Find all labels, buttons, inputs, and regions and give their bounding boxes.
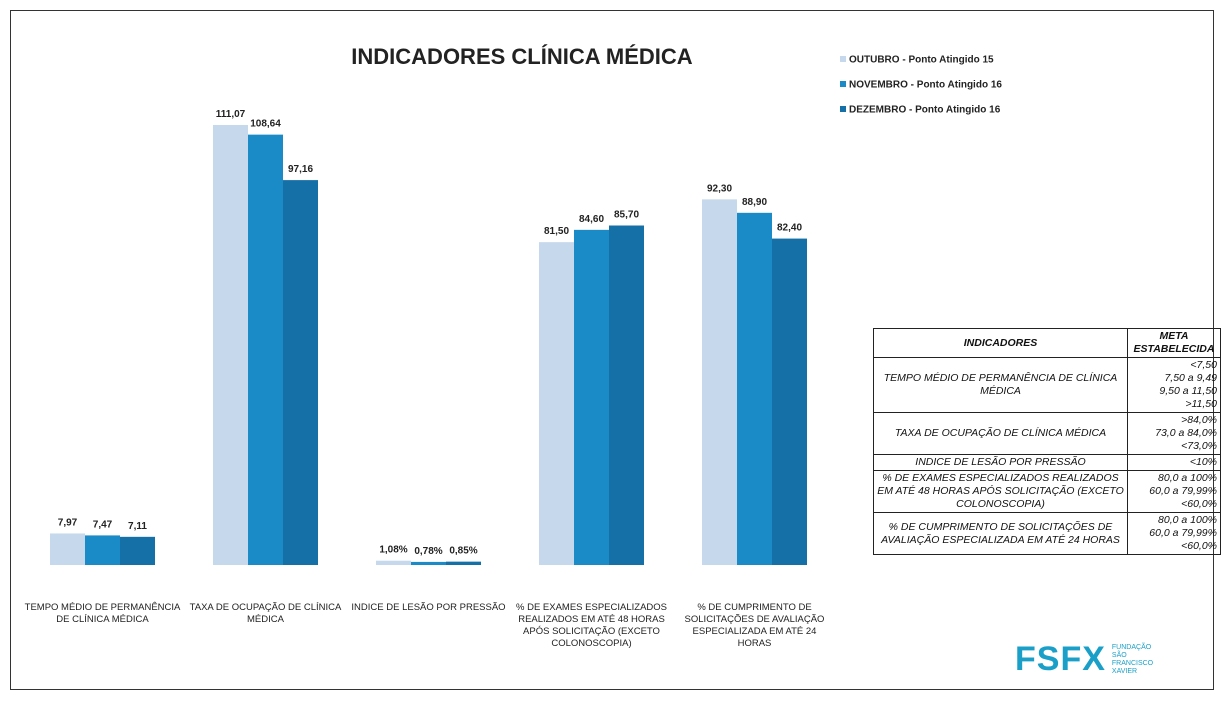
- bar: [376, 560, 411, 565]
- meta-line: <10%: [1189, 456, 1217, 468]
- legend-label: DEZEMBRO - Ponto Atingido 16: [849, 105, 1001, 116]
- meta-line: <7,50: [1190, 359, 1217, 371]
- meta-line: >84,0%: [1181, 414, 1217, 426]
- bar: [737, 212, 772, 566]
- header-cell: INDICADORES: [873, 328, 1128, 358]
- data-label: 92,30: [707, 183, 732, 194]
- chart-title: INDICADORES CLÍNICA MÉDICA: [351, 44, 693, 69]
- indicator-cell: % DE EXAMES ESPECIALIZADOS REALIZADOS EM…: [873, 470, 1128, 513]
- legend-swatch: [840, 56, 846, 62]
- bar: [702, 199, 737, 566]
- bar: [411, 561, 446, 565]
- bar: [772, 238, 807, 565]
- x-tick-label: TAXA DE OCUPAÇÃO DE CLÍNICA MÉDICA: [189, 602, 342, 625]
- meta-cell: 80,0 a 100% 60,0 a 79,99% <60,0%: [1127, 512, 1221, 555]
- bar: [283, 180, 318, 565]
- data-label: 7,97: [58, 517, 78, 528]
- data-label: 84,60: [579, 214, 604, 225]
- table-row: INDICE DE LESÃO POR PRESSÃO <10%: [873, 454, 1221, 471]
- bar: [539, 242, 574, 565]
- data-label: 82,40: [777, 223, 802, 234]
- meta-line: 80,0 a 100%: [1158, 514, 1217, 526]
- bar: [50, 533, 85, 565]
- meta-cell: 80,0 a 100% 60,0 a 79,99% <60,0%: [1127, 470, 1221, 513]
- indicator-cell: % DE CUMPRIMENTO DE SOLICITAÇÕES DE AVAL…: [873, 512, 1128, 555]
- data-label: 85,70: [614, 210, 639, 221]
- legend-label: NOVEMBRO - Ponto Atingido 16: [849, 80, 1002, 91]
- legend-swatch: [840, 81, 846, 87]
- bar: [574, 229, 609, 566]
- meta-table: INDICADORES META ESTABELECIDA TEMPO MÉDIO …: [873, 328, 1221, 555]
- meta-cell: >84,0% 73,0 a 84,0% <73,0%: [1127, 412, 1221, 455]
- data-label: 97,16: [288, 164, 313, 175]
- bar: [213, 125, 248, 565]
- meta-line: <73,0%: [1181, 440, 1217, 452]
- meta-line: 80,0 a 100%: [1158, 472, 1217, 484]
- meta-line: 7,50 a 9,49: [1164, 372, 1217, 384]
- meta-line: <60,0%: [1181, 540, 1217, 552]
- table-row: % DE CUMPRIMENTO DE SOLICITAÇÕES DE AVAL…: [873, 512, 1221, 555]
- x-tick-label: % DE EXAMES ESPECIALIZADOS REALIZADOS EM…: [516, 602, 667, 649]
- indicator-cell: INDICE DE LESÃO POR PRESSÃO: [873, 454, 1128, 471]
- indicator-cell: TAXA DE OCUPAÇÃO DE CLÍNICA MÉDICA: [873, 412, 1128, 455]
- bar: [446, 561, 481, 565]
- logo: FSFX FUNDAÇÃO SÃO FRANCISCO XAVIER: [1015, 640, 1167, 679]
- table-row: % DE EXAMES ESPECIALIZADOS REALIZADOS EM…: [873, 470, 1221, 513]
- table-header: INDICADORES META ESTABELECIDA: [873, 328, 1221, 358]
- data-label: 88,90: [742, 197, 767, 208]
- meta-line: 9,50 a 11,50: [1159, 385, 1217, 397]
- x-tick-label: % DE CUMPRIMENTO DE SOLICITAÇÕES DE AVAL…: [684, 602, 825, 649]
- data-label: 7,47: [93, 519, 113, 530]
- data-label: 0,85%: [449, 546, 477, 557]
- bar: [248, 134, 283, 566]
- x-tick-label: TEMPO MÉDIO DE PERMANÊNCIA DE CLÍNICA MÉ…: [24, 602, 181, 625]
- legend-label: OUTUBRO - Ponto Atingido 15: [849, 55, 994, 66]
- bar: [609, 225, 644, 565]
- logo-text: FUNDAÇÃO SÃO FRANCISCO XAVIER: [1111, 643, 1154, 675]
- data-label: 0,78%: [414, 546, 442, 557]
- table-row: TEMPO MÉDIO DE PERMANÊNCIA DE CLÍNICA MÉ…: [873, 357, 1221, 413]
- data-label: 81,50: [544, 226, 569, 237]
- data-label: 7,11: [128, 521, 147, 532]
- meta-cell: <10%: [1127, 454, 1221, 471]
- meta-line: <60,0%: [1181, 498, 1217, 510]
- table-row: TAXA DE OCUPAÇÃO DE CLÍNICA MÉDICA >84,0%…: [873, 412, 1221, 455]
- legend-swatch: [840, 106, 846, 112]
- x-tick-label: INDICE DE LESÃO POR PRESSÃO: [351, 602, 506, 613]
- data-label: 108,64: [250, 119, 281, 130]
- bar: [120, 536, 155, 565]
- indicator-cell: TEMPO MÉDIO DE PERMANÊNCIA DE CLÍNICA MÉ…: [873, 357, 1128, 413]
- data-label: 111,07: [216, 109, 246, 120]
- data-label: 1,08%: [379, 545, 407, 556]
- header-cell: META ESTABELECIDA: [1127, 328, 1221, 358]
- meta-line: 60,0 a 79,99%: [1149, 485, 1217, 497]
- meta-cell: <7,50 7,50 a 9,49 9,50 a 11,50 >11,50: [1127, 357, 1221, 413]
- meta-line: 73,0 a 84,0%: [1155, 427, 1217, 439]
- meta-line: >11,50: [1185, 398, 1217, 410]
- logo-mark: FSFX: [1015, 640, 1106, 678]
- bar: [85, 535, 120, 565]
- meta-line: 60,0 a 79,99%: [1149, 527, 1217, 539]
